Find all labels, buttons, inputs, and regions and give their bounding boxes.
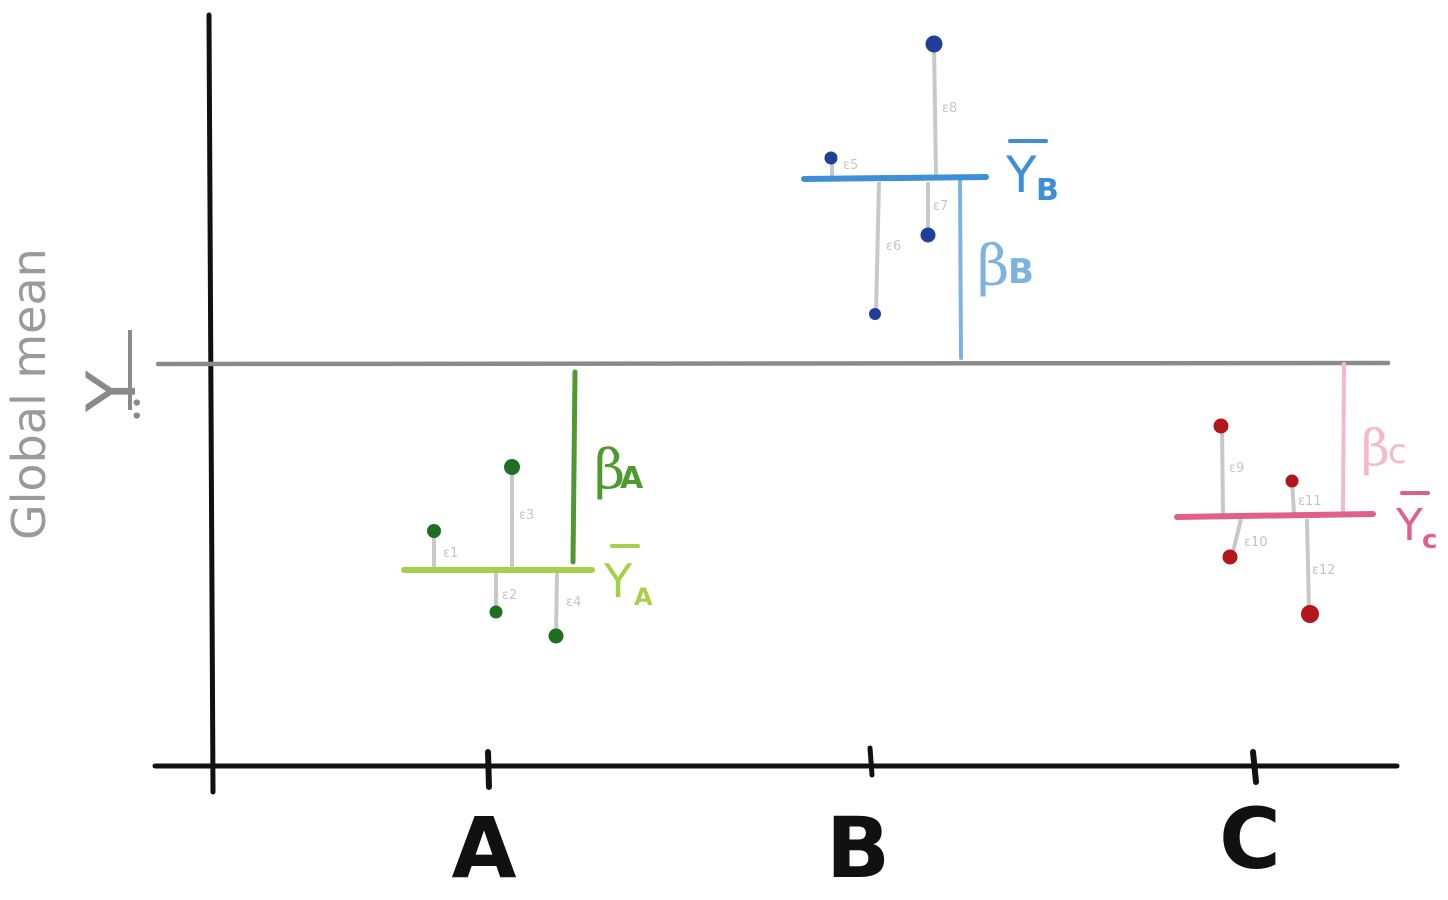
mean-subscript-c: c	[1422, 525, 1437, 555]
residual-label-c12: ε12	[1312, 563, 1336, 578]
mean-label-b: Y	[1005, 146, 1037, 204]
beta-subscript-b: B	[1008, 252, 1034, 292]
group-mean-line-c	[1174, 511, 1376, 520]
beta-label-c: β	[1361, 419, 1390, 477]
beta-subscript-a: A	[620, 461, 644, 496]
group-mean-line-b	[801, 174, 989, 182]
mean-subscript-b: B	[1036, 173, 1059, 208]
point-b7	[920, 227, 936, 243]
residual-label-b6: ε6	[886, 239, 901, 254]
point-a1	[427, 524, 441, 538]
point-a4	[548, 628, 564, 644]
global-mean-line	[155, 360, 1391, 367]
global-mean-subscript: ••	[126, 396, 151, 422]
residual-label-c9: ε9	[1229, 461, 1244, 476]
tick-b	[867, 745, 875, 778]
y-axis	[206, 12, 216, 795]
residual-line-a4	[554, 571, 559, 637]
beta-label-a: β	[594, 438, 625, 501]
point-c11	[1285, 474, 1299, 488]
residual-label-a2: ε2	[502, 588, 517, 603]
residual-line-c12	[1305, 518, 1311, 613]
beta-line-a	[570, 369, 578, 565]
residual-label-c10: ε10	[1244, 535, 1268, 550]
residual-label-a4: ε4	[566, 595, 581, 610]
point-c12	[1301, 605, 1319, 623]
point-a2	[489, 605, 503, 619]
point-b8	[925, 35, 943, 53]
residual-line-b6	[874, 181, 881, 315]
beta-line-b	[958, 179, 963, 360]
beta-subscript-c: c	[1388, 432, 1407, 472]
mean-label-c: Y	[1395, 500, 1423, 551]
residual-label-b5: ε5	[843, 158, 858, 173]
beta-label-b: β	[977, 234, 1009, 299]
mean-label-a: Y	[603, 554, 633, 608]
beta-line-c	[1341, 362, 1346, 513]
category-label-a: A	[451, 799, 516, 897]
point-b6	[869, 308, 881, 320]
point-b5	[824, 151, 838, 165]
tick-c	[1250, 749, 1259, 785]
global-mean-symbol: Y	[73, 370, 152, 413]
residual-line-c10	[1230, 518, 1243, 557]
residual-label-b8: ε8	[942, 101, 957, 116]
point-c10	[1222, 549, 1238, 565]
point-c9	[1213, 418, 1229, 434]
category-label-b: B	[826, 799, 890, 897]
mean-subscript-a: A	[634, 583, 653, 611]
residual-line-c9	[1220, 425, 1225, 515]
residual-label-c11: ε11	[1298, 494, 1322, 509]
residual-label-a3: ε3	[519, 508, 534, 523]
residual-label-a1: ε1	[443, 546, 458, 561]
tick-a	[485, 749, 492, 790]
residual-line-b8	[932, 43, 938, 177]
category-label-c: C	[1219, 790, 1281, 888]
global-mean-label: Global mean	[2, 248, 56, 540]
point-a3	[504, 459, 520, 475]
residual-label-b7: ε7	[933, 199, 948, 214]
